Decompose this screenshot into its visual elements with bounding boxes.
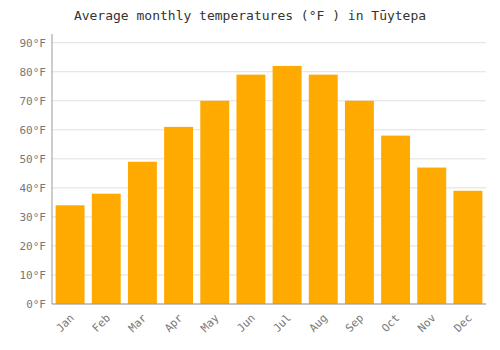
grid-line [52, 158, 486, 159]
y-axis-line [52, 34, 53, 304]
x-tick-label: Apr [162, 311, 186, 335]
bar [164, 127, 193, 304]
grid-line [52, 129, 486, 130]
x-axis-line [52, 304, 486, 305]
x-tick-label: May [198, 311, 222, 335]
y-tick-label: 60°F [20, 124, 47, 137]
bar [200, 101, 229, 304]
x-tick-label: Jun [234, 312, 257, 335]
x-tick-label: Aug [307, 312, 330, 335]
x-tick-label: Jan [54, 312, 77, 335]
x-tick-label: Dec [451, 312, 474, 335]
bars [56, 66, 483, 304]
bar [309, 75, 338, 304]
y-tick-label: 0°F [26, 298, 46, 311]
y-tick-label: 50°F [20, 153, 47, 166]
x-tick-label: Oct [379, 312, 402, 335]
x-tick-label: Feb [90, 312, 113, 335]
bar [453, 191, 482, 304]
y-tick-label: 90°F [20, 37, 47, 50]
grid-line [52, 100, 486, 101]
chart-container: Average monthly temperatures (°F ) in Tū… [0, 0, 500, 350]
x-tick-label: Mar [126, 311, 150, 335]
y-tick-label: 20°F [20, 240, 47, 253]
y-tick-label: 70°F [20, 95, 47, 108]
x-tick-label: Nov [415, 311, 439, 335]
bar [56, 205, 85, 304]
x-tick-label: Sep [343, 312, 366, 335]
bar [273, 66, 302, 304]
chart: Average monthly temperatures (°F ) in Tū… [0, 0, 500, 350]
bar [128, 162, 157, 304]
grid-line [52, 42, 486, 43]
bar [381, 136, 410, 304]
bar [417, 168, 446, 304]
bar [92, 194, 121, 304]
grid [52, 43, 486, 304]
x-tick-label: Jul [271, 312, 294, 335]
y-tick-label: 10°F [20, 269, 47, 282]
bar [345, 101, 374, 304]
title: Average monthly temperatures (°F ) in Tū… [74, 8, 426, 23]
bar [236, 75, 265, 304]
y-tick-label: 30°F [20, 211, 47, 224]
grid-line [52, 304, 486, 305]
grid-line [52, 71, 486, 72]
y-tick-label: 80°F [20, 66, 47, 79]
y-tick-label: 40°F [20, 182, 47, 195]
